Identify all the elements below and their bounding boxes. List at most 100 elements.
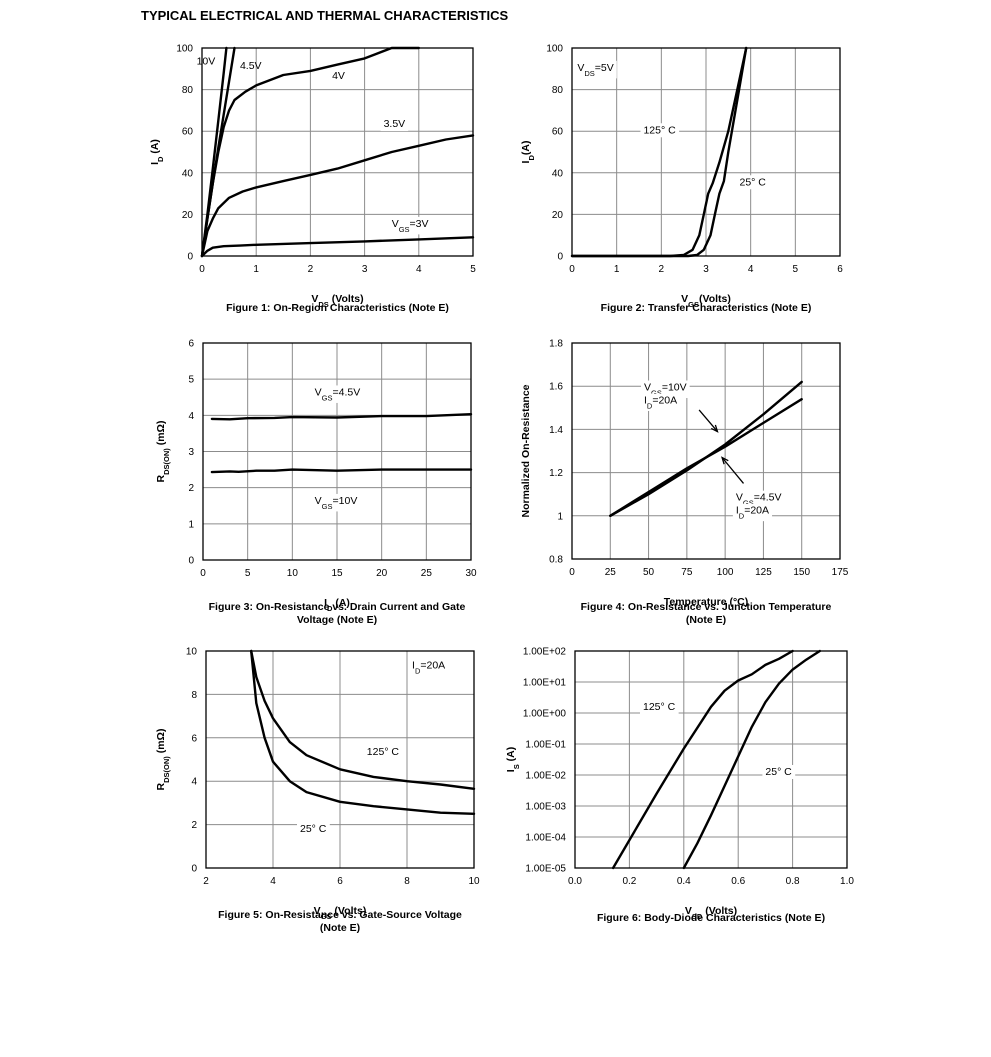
arrow-head <box>710 424 719 433</box>
y-tick-label: 20 <box>182 210 194 221</box>
x-tick-label: 4 <box>416 264 422 275</box>
y-tick-label: 4 <box>191 777 197 788</box>
series-line <box>210 413 473 421</box>
figure-4-chart: 0 25 50 75 100 125 150 175 0.8 1 1.2 1.4 1.6 1.8 VGS=1… <box>520 339 849 627</box>
y-tick-label: 1.00E+01 <box>523 678 567 689</box>
x-tick-label: 100 <box>717 567 734 578</box>
series-line <box>200 134 475 258</box>
series-line <box>570 46 748 258</box>
x-tick-label: 125 <box>755 567 772 578</box>
y-tick-label: 60 <box>552 127 564 138</box>
curve-label: 25° C <box>740 176 767 188</box>
x-axis-label: VDS (Volts) <box>311 293 363 309</box>
figure-3-chart: 0 5 10 15 20 25 30 0 1 2 3 4 5 6 VGS=4.5V VGS=10V ID (A)… <box>155 339 477 627</box>
curve-label: VGS=4.5V <box>315 386 361 402</box>
y-tick-label: 6 <box>191 733 197 744</box>
x-tick-label: 25 <box>605 567 617 578</box>
y-tick-label: 1.00E+02 <box>523 647 567 658</box>
figure-caption: Figure 6: Body-Diode Characteristics (No… <box>597 912 825 924</box>
x-tick-label: 175 <box>832 567 849 578</box>
curve-label: ID=20A <box>644 394 677 410</box>
curve-label: 125° C <box>367 746 400 758</box>
figure-caption: Figure 5: On-Resistance vs. Gate-Source … <box>218 909 462 921</box>
x-tick-label: 0.2 <box>622 876 636 887</box>
y-tick-label: 6 <box>188 339 194 350</box>
series-line <box>570 46 748 258</box>
plot-frame <box>571 47 841 257</box>
y-tick-label: 80 <box>552 85 564 96</box>
curve-label: 25° C <box>300 823 327 835</box>
x-tick-label: 2 <box>659 264 665 275</box>
label-background <box>380 117 409 132</box>
curve-label: 10V <box>197 56 216 68</box>
series-line <box>200 46 420 258</box>
x-tick-label: 25 <box>421 568 433 579</box>
x-tick-label: 0 <box>569 567 575 578</box>
curve-label: ID=20A <box>736 505 769 521</box>
y-tick-label: 1.00E-03 <box>525 802 566 813</box>
y-tick-label: 40 <box>552 168 564 179</box>
curve-label: VGS=10V <box>644 382 687 398</box>
x-tick-label: 75 <box>681 567 693 578</box>
y-tick-label: 1.00E-05 <box>525 864 566 875</box>
curve-label: ID=20A <box>412 659 445 675</box>
curve-label: 25° C <box>765 766 792 778</box>
x-tick-label: 0.0 <box>568 876 582 887</box>
label-background <box>363 745 403 760</box>
y-tick-label: 3 <box>188 447 194 458</box>
y-tick-label: 5 <box>188 375 194 386</box>
x-tick-label: 3 <box>362 264 368 275</box>
y-tick-label: 100 <box>176 44 193 55</box>
x-tick-label: 6 <box>337 876 343 887</box>
y-tick-label: 20 <box>552 210 564 221</box>
x-tick-label: 0 <box>199 264 205 275</box>
x-tick-label: 0.8 <box>786 876 800 887</box>
page-title: TYPICAL ELECTRICAL AND THERMAL CHARACTER… <box>141 8 509 23</box>
y-tick-label: 0 <box>187 252 193 263</box>
series-line <box>250 649 476 815</box>
plot-frame <box>201 47 474 257</box>
x-tick-label: 0.4 <box>677 876 691 887</box>
label-background <box>640 123 680 138</box>
series-line <box>210 468 473 474</box>
curve-label: VDS=5V <box>577 62 613 78</box>
x-tick-label: 4 <box>748 264 754 275</box>
curve-label: VGS=10V <box>315 495 358 511</box>
label-background <box>388 216 432 235</box>
y-tick-label: 2 <box>191 820 197 831</box>
y-tick-label: 100 <box>546 44 563 55</box>
y-tick-label: 60 <box>182 127 194 138</box>
x-tick-label: 4 <box>270 876 276 887</box>
figure-caption: (Note E) <box>686 614 726 626</box>
series-line <box>611 649 794 870</box>
x-tick-label: 5 <box>245 568 251 579</box>
x-tick-label: 2 <box>203 876 209 887</box>
figure-caption: Figure 4: On-Resistance vs. Junction Tem… <box>581 601 832 613</box>
plot-frame <box>571 342 841 560</box>
x-tick-label: 3 <box>703 264 709 275</box>
y-tick-label: 4 <box>188 411 194 422</box>
y-tick-label: 1.2 <box>549 468 563 479</box>
y-tick-label: 1.00E+00 <box>523 709 567 720</box>
curve-label: 125° C <box>643 701 676 713</box>
label-background <box>732 503 773 522</box>
y-tick-label: 1 <box>557 511 563 522</box>
label-background <box>762 765 796 779</box>
label-background <box>640 393 681 411</box>
y-tick-label: 1.00E-02 <box>525 771 566 782</box>
x-tick-label: 5 <box>470 264 476 275</box>
x-tick-label: 15 <box>331 568 343 579</box>
x-tick-label: 0.6 <box>731 876 745 887</box>
plot-frame <box>205 650 475 869</box>
y-tick-label: 80 <box>182 85 194 96</box>
y-axis-label: RDS(ON) (mΩ) <box>155 729 171 791</box>
curve-label: 4V <box>332 70 345 82</box>
curve-label: VGS=3V <box>392 218 429 234</box>
label-background <box>297 822 330 837</box>
x-axis-label: ID (A) <box>324 597 350 613</box>
y-tick-label: 1.8 <box>549 339 563 350</box>
y-tick-label: 0 <box>188 556 194 567</box>
plot-frame <box>202 342 472 561</box>
y-axis-label: IS (A) <box>505 747 521 772</box>
